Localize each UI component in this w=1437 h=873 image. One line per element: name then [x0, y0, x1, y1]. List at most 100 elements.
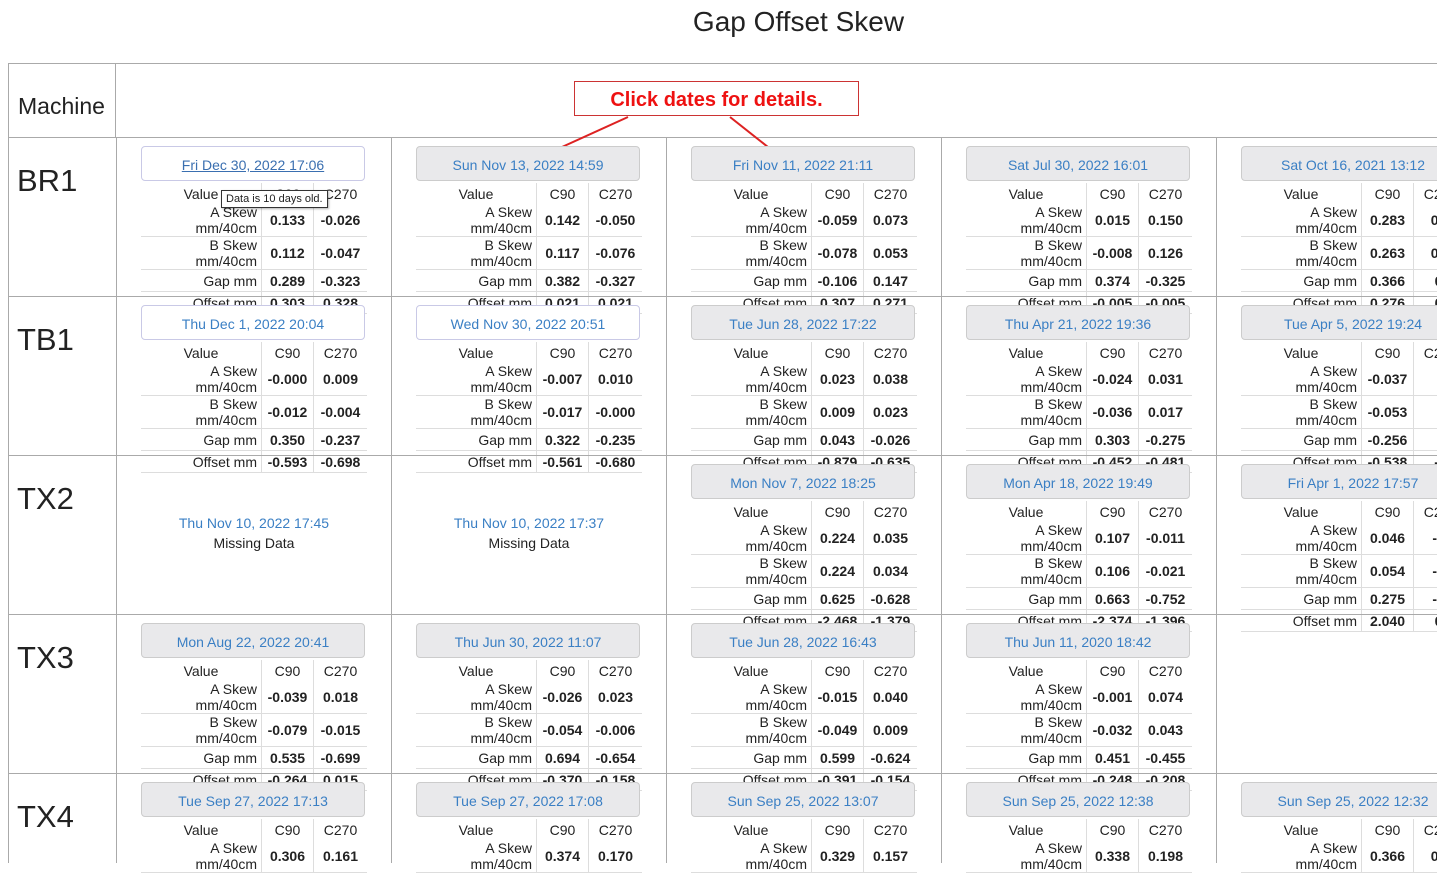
c90-header: C90: [262, 819, 314, 840]
c90-value: -0.007: [537, 363, 589, 396]
c270-value: 0.023: [589, 681, 643, 714]
row-label: B Skew mm/40cm: [416, 714, 537, 747]
date-button[interactable]: Tue Sep 27, 2022 17:13: [141, 782, 365, 817]
row-label: Gap mm: [1241, 270, 1362, 292]
c90-value: -0.106: [812, 270, 864, 292]
date-button[interactable]: Tue Jun 28, 2022 17:22: [691, 305, 915, 340]
date-link[interactable]: Thu Nov 10, 2022 17:45: [141, 515, 367, 531]
c270-header: C270: [864, 342, 918, 363]
row-label: B Skew mm/40cm: [141, 396, 262, 429]
date-button[interactable]: Thu Dec 1, 2022 20:04: [141, 305, 365, 340]
row-label: A Skew mm/40cm: [691, 840, 812, 873]
date-button[interactable]: Wed Nov 30, 2022 20:51: [416, 305, 640, 340]
measurement-cell: Tue Apr 5, 2022 19:24ValueC90C270A Skew …: [1241, 305, 1437, 473]
date-button[interactable]: Thu Jun 11, 2020 18:42: [966, 623, 1190, 658]
date-button[interactable]: Mon Nov 7, 2022 18:25: [691, 464, 915, 499]
c270-value: 0.157: [864, 840, 918, 873]
value-header: Value: [141, 660, 262, 681]
date-button[interactable]: Thu Apr 21, 2022 19:36: [966, 305, 1190, 340]
date-button[interactable]: Fri Nov 11, 2022 21:11: [691, 146, 915, 181]
c90-header: C90: [537, 660, 589, 681]
row-divider: [8, 614, 1437, 615]
date-button[interactable]: Mon Aug 22, 2022 20:41: [141, 623, 365, 658]
value-header: Value: [1241, 501, 1362, 522]
c90-value: 0.306: [262, 840, 314, 873]
date-button[interactable]: Sat Jul 30, 2022 16:01: [966, 146, 1190, 181]
age-tooltip: Data is 10 days old.: [221, 190, 328, 208]
c90-header: C90: [1362, 501, 1414, 522]
c90-header: C90: [812, 660, 864, 681]
row-label: B Skew mm/40cm: [966, 396, 1087, 429]
date-button[interactable]: Sun Sep 25, 2022 12:38: [966, 782, 1190, 817]
row-label: A Skew mm/40cm: [416, 204, 537, 237]
c270-header: C270: [1139, 342, 1193, 363]
date-button[interactable]: Mon Apr 18, 2022 19:49: [966, 464, 1190, 499]
c270-value: 0: [1414, 429, 1437, 451]
c90-value: 0.303: [1087, 429, 1139, 451]
c270-value: -0.275: [1139, 429, 1193, 451]
measurement-cell: Fri Dec 30, 2022 17:06ValueC90C270A Skew…: [141, 146, 367, 314]
c270-header: C270: [1414, 183, 1437, 204]
c270-header: C270: [314, 819, 368, 840]
table-row: Gap mm0.275-0.: [1241, 588, 1437, 610]
date-button[interactable]: Fri Apr 1, 2022 17:57: [1241, 464, 1437, 499]
c270-value: -0.624: [864, 747, 918, 769]
c270-value: 0.198: [1139, 840, 1193, 873]
c270-value: -0.752: [1139, 588, 1193, 610]
c270-header: C270: [1139, 819, 1193, 840]
row-label: A Skew mm/40cm: [416, 363, 537, 396]
c90-value: 0.263: [1362, 237, 1414, 270]
date-button[interactable]: Tue Jun 28, 2022 16:43: [691, 623, 915, 658]
row-label: A Skew mm/40cm: [1241, 840, 1362, 873]
date-button[interactable]: Tue Apr 5, 2022 19:24: [1241, 305, 1437, 340]
c90-value: 0.322: [537, 429, 589, 451]
value-header: Value: [966, 660, 1087, 681]
row-label: B Skew mm/40cm: [1241, 237, 1362, 270]
c90-value: 0.625: [812, 588, 864, 610]
c90-value: -0.078: [812, 237, 864, 270]
row-label: Gap mm: [966, 429, 1087, 451]
row-label: B Skew mm/40cm: [691, 396, 812, 429]
date-button[interactable]: Tue Sep 27, 2022 17:08: [416, 782, 640, 817]
value-header: Value: [416, 660, 537, 681]
row-label: A Skew mm/40cm: [691, 204, 812, 237]
date-button[interactable]: Fri Dec 30, 2022 17:06: [141, 146, 365, 181]
date-button[interactable]: Sat Oct 16, 2021 13:12: [1241, 146, 1437, 181]
date-button[interactable]: Sun Sep 25, 2022 12:32: [1241, 782, 1437, 817]
date-button[interactable]: Thu Jun 30, 2022 11:07: [416, 623, 640, 658]
column-divider: [1216, 137, 1217, 863]
c270-value: 0.040: [864, 681, 918, 714]
c90-value: 0.329: [812, 840, 864, 873]
row-label: B Skew mm/40cm: [691, 237, 812, 270]
value-header: Value: [966, 183, 1087, 204]
row-label: B Skew mm/40cm: [416, 396, 537, 429]
date-button[interactable]: Sun Nov 13, 2022 14:59: [416, 146, 640, 181]
c270-value: 0.009: [864, 714, 918, 747]
c90-value: -0.008: [1087, 237, 1139, 270]
row-label: A Skew mm/40cm: [966, 363, 1087, 396]
row-label: Gap mm: [1241, 588, 1362, 610]
c90-value: 0.374: [1087, 270, 1139, 292]
date-button[interactable]: Sun Sep 25, 2022 13:07: [691, 782, 915, 817]
date-link[interactable]: Thu Nov 10, 2022 17:37: [416, 515, 642, 531]
c90-header: C90: [812, 183, 864, 204]
c270-value: 0.031: [1139, 363, 1193, 396]
